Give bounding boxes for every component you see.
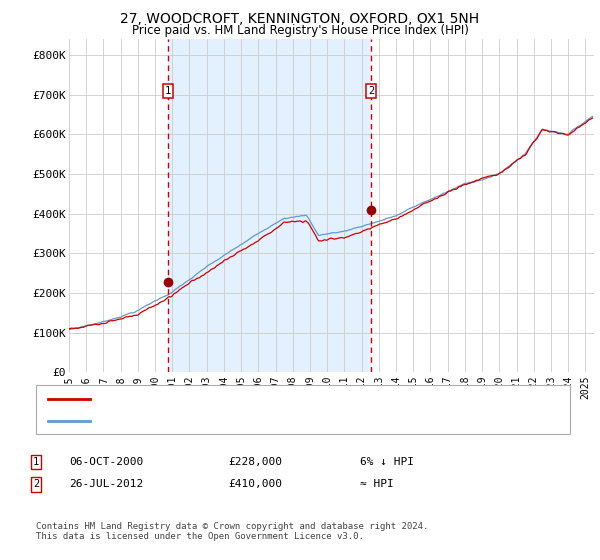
Text: Contains HM Land Registry data © Crown copyright and database right 2024.
This d: Contains HM Land Registry data © Crown c…	[36, 522, 428, 542]
Text: 6% ↓ HPI: 6% ↓ HPI	[360, 457, 414, 467]
Text: 26-JUL-2012: 26-JUL-2012	[69, 479, 143, 489]
Text: 1: 1	[165, 86, 172, 96]
Text: 27, WOODCROFT, KENNINGTON, OXFORD, OX1 5NH: 27, WOODCROFT, KENNINGTON, OXFORD, OX1 5…	[121, 12, 479, 26]
Bar	[169, 39, 371, 372]
Text: Price paid vs. HM Land Registry's House Price Index (HPI): Price paid vs. HM Land Registry's House …	[131, 24, 469, 37]
Text: £228,000: £228,000	[228, 457, 282, 467]
Text: ≈ HPI: ≈ HPI	[360, 479, 394, 489]
Text: 27, WOODCROFT, KENNINGTON, OXFORD, OX1 5NH (detached house): 27, WOODCROFT, KENNINGTON, OXFORD, OX1 5…	[96, 394, 465, 404]
Text: 2: 2	[368, 86, 374, 96]
Text: 2: 2	[33, 479, 39, 489]
Text: HPI: Average price, detached house, Vale of White Horse: HPI: Average price, detached house, Vale…	[96, 416, 440, 426]
Text: £410,000: £410,000	[228, 479, 282, 489]
Text: 1: 1	[33, 457, 39, 467]
Text: 06-OCT-2000: 06-OCT-2000	[69, 457, 143, 467]
